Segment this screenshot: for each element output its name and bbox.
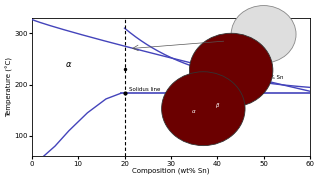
Ellipse shape: [231, 6, 296, 63]
Y-axis label: Temperature (°C): Temperature (°C): [5, 57, 13, 117]
Text: $\alpha + \beta$: $\alpha + \beta$: [184, 124, 204, 137]
Ellipse shape: [189, 33, 273, 107]
Text: $\beta$: $\beta$: [215, 101, 220, 110]
Text: $\alpha$: $\alpha$: [191, 108, 197, 115]
Ellipse shape: [162, 72, 245, 146]
X-axis label: Composition (wt% Sn): Composition (wt% Sn): [132, 168, 210, 174]
Text: α+L: α+L: [254, 70, 266, 75]
Text: C2 wt% Sn: C2 wt% Sn: [254, 75, 284, 80]
Text: $\alpha$: $\alpha$: [65, 60, 73, 69]
Text: Solidus line: Solidus line: [129, 87, 161, 92]
